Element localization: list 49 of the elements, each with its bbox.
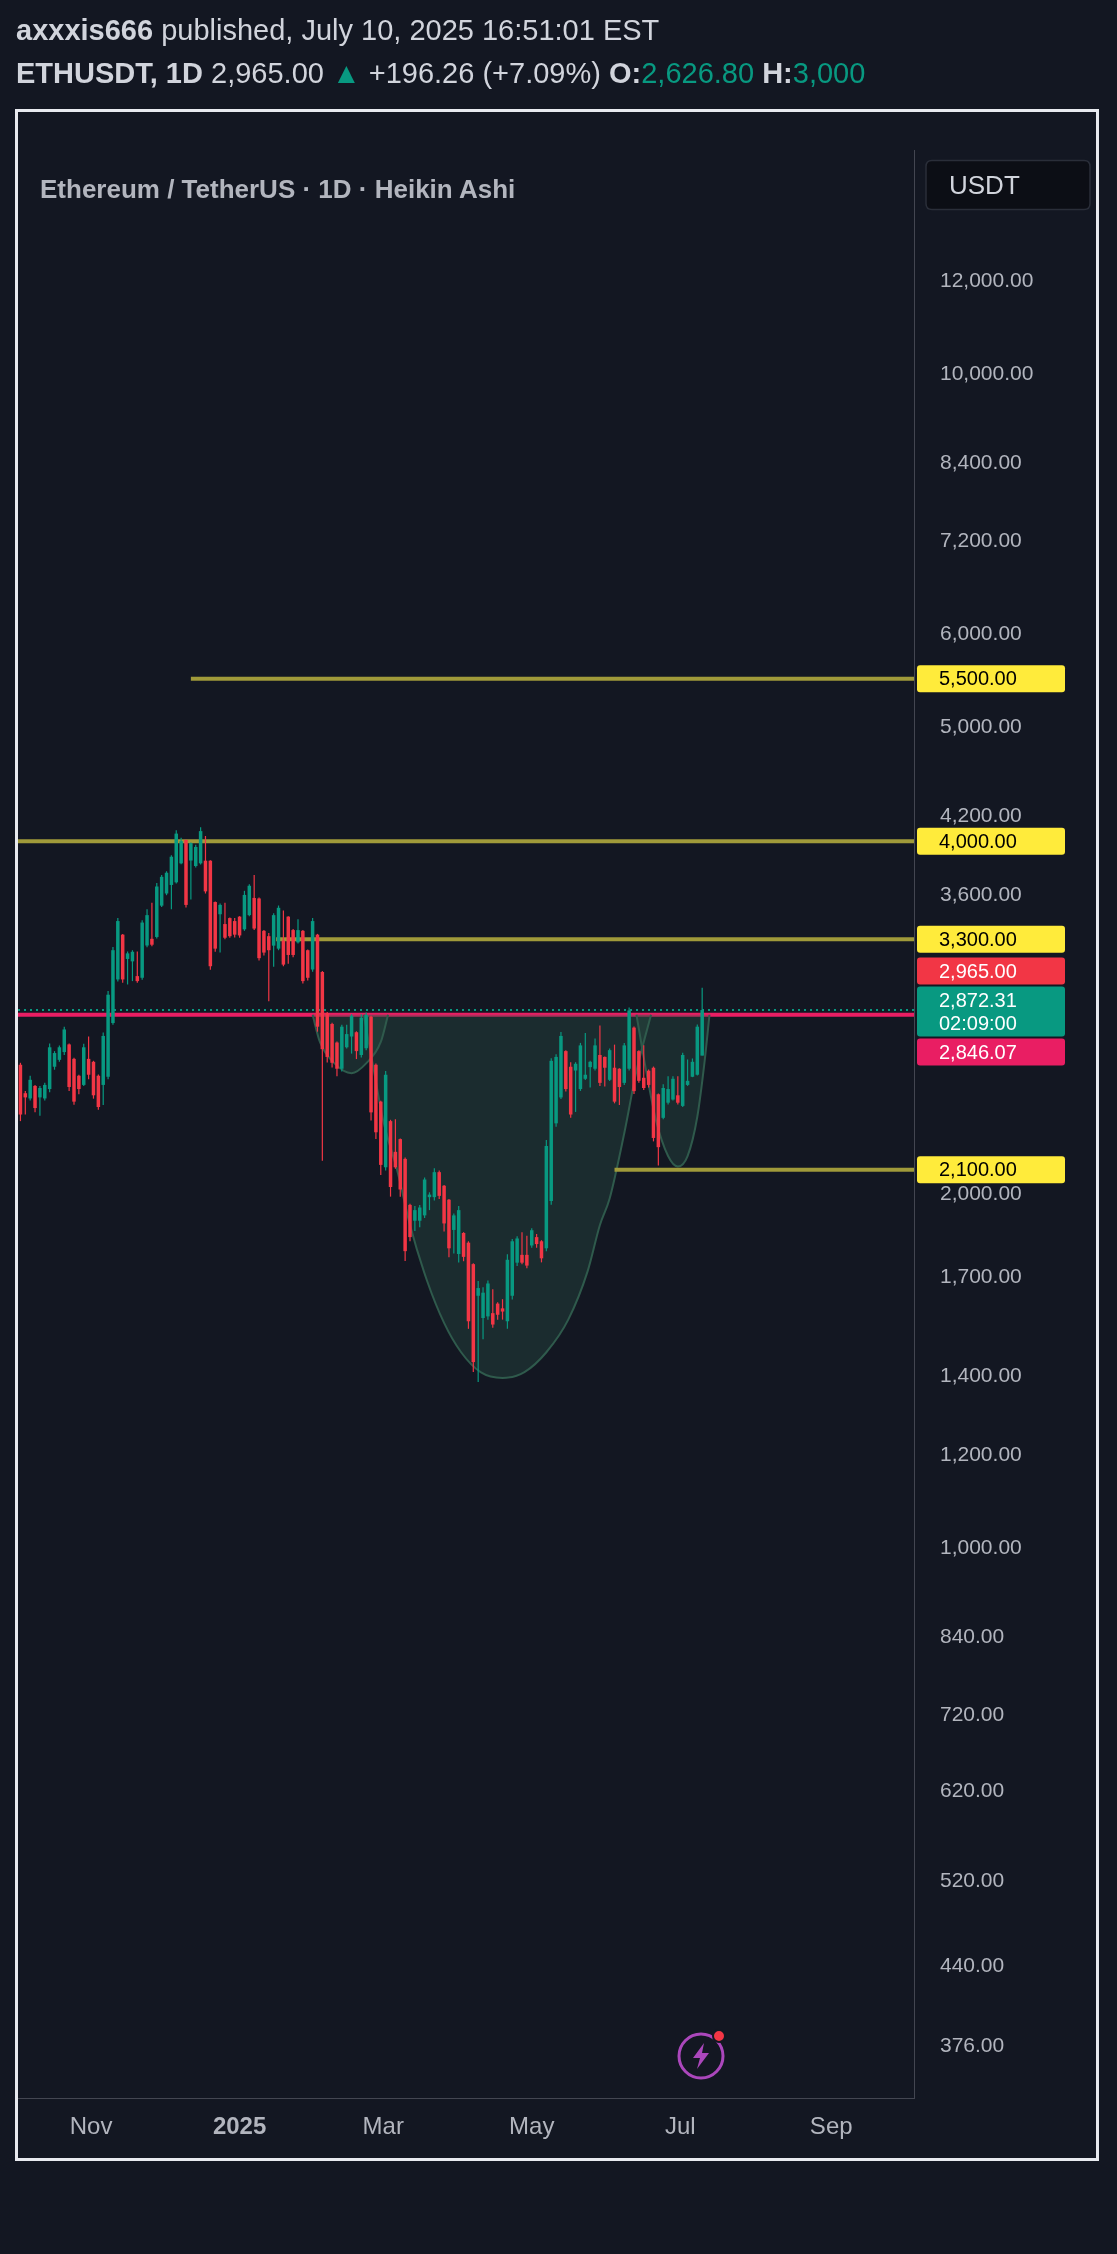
y-tick-label: 10,000.00 <box>940 360 1034 384</box>
candlestick <box>189 841 193 901</box>
data-label: 5,500.00 <box>939 667 1017 690</box>
text: Ethereum / TetherUS · 1D · Heikin Ashi <box>40 173 516 204</box>
y-tick-label: 620.00 <box>940 1778 1005 1802</box>
candlestick <box>296 918 300 945</box>
y-tick-label: 440.00 <box>940 1953 1005 1977</box>
candlestick <box>452 1212 456 1255</box>
candlestick <box>33 1084 37 1113</box>
y-tick-label: 720.00 <box>940 1702 1005 1726</box>
ref-line-label: 2,872.31 02:09:00 <box>939 988 1017 1034</box>
y-tick-label: 3,600.00 <box>940 881 1022 905</box>
candlestick <box>150 902 154 947</box>
text: axxxis666 published, July 10, 2025 16:51:01 EST <box>16 13 660 48</box>
candlestick <box>491 1288 495 1329</box>
x-tick-label: May <box>509 2112 555 2140</box>
y-tick-label: 1,000.00 <box>940 1534 1022 1558</box>
y-tick-label: 5,000.00 <box>940 714 1022 738</box>
data-label: 4,000.00 <box>939 829 1017 852</box>
y-tick-label: 1,700.00 <box>940 1264 1022 1288</box>
candlestick <box>676 1075 680 1106</box>
candlestick <box>28 1075 32 1102</box>
data-label: 2,100.00 <box>939 1158 1017 1181</box>
x-tick-label: Mar <box>362 2112 404 2140</box>
y-axis-title: USDT <box>949 169 1020 200</box>
y-tick-label: 7,200.00 <box>940 528 1022 552</box>
candlestick <box>413 1205 417 1232</box>
y-tick-label: 8,400.00 <box>940 449 1022 473</box>
x-tick-label: 2025 <box>212 2112 267 2140</box>
y-tick-label: 840.00 <box>940 1623 1005 1647</box>
x-tick-label: Nov <box>69 2112 113 2140</box>
y-tick-label: 1,200.00 <box>940 1441 1022 1465</box>
x-tick-label: Sep <box>809 2112 853 2140</box>
text: 2,965.00 <box>939 959 1017 982</box>
candlestick <box>500 1298 505 1321</box>
y-tick-label: 1,400.00 <box>940 1363 1022 1387</box>
y-tick-label: 2,000.00 <box>940 1181 1022 1205</box>
candlestick <box>125 950 130 986</box>
ref-line-label: 2,846.07 <box>939 1040 1017 1063</box>
x-tick-label: Jul <box>664 2112 696 2140</box>
y-tick-label: 520.00 <box>940 1868 1005 1892</box>
text: ETHUSDT, 1D 2,965.00 ▲ +196.26 (+7.09%) O:2,626.80 H:3,000 <box>16 57 866 89</box>
y-tick-label: 4,200.00 <box>940 803 1022 827</box>
y-tick-label: 376.00 <box>940 2033 1005 2057</box>
y-tick-label: 6,000.00 <box>940 621 1022 645</box>
data-label: 3,300.00 <box>939 927 1017 950</box>
candlestick <box>417 1204 422 1228</box>
y-tick-label: 12,000.00 <box>940 267 1034 291</box>
candlestick <box>218 902 222 954</box>
